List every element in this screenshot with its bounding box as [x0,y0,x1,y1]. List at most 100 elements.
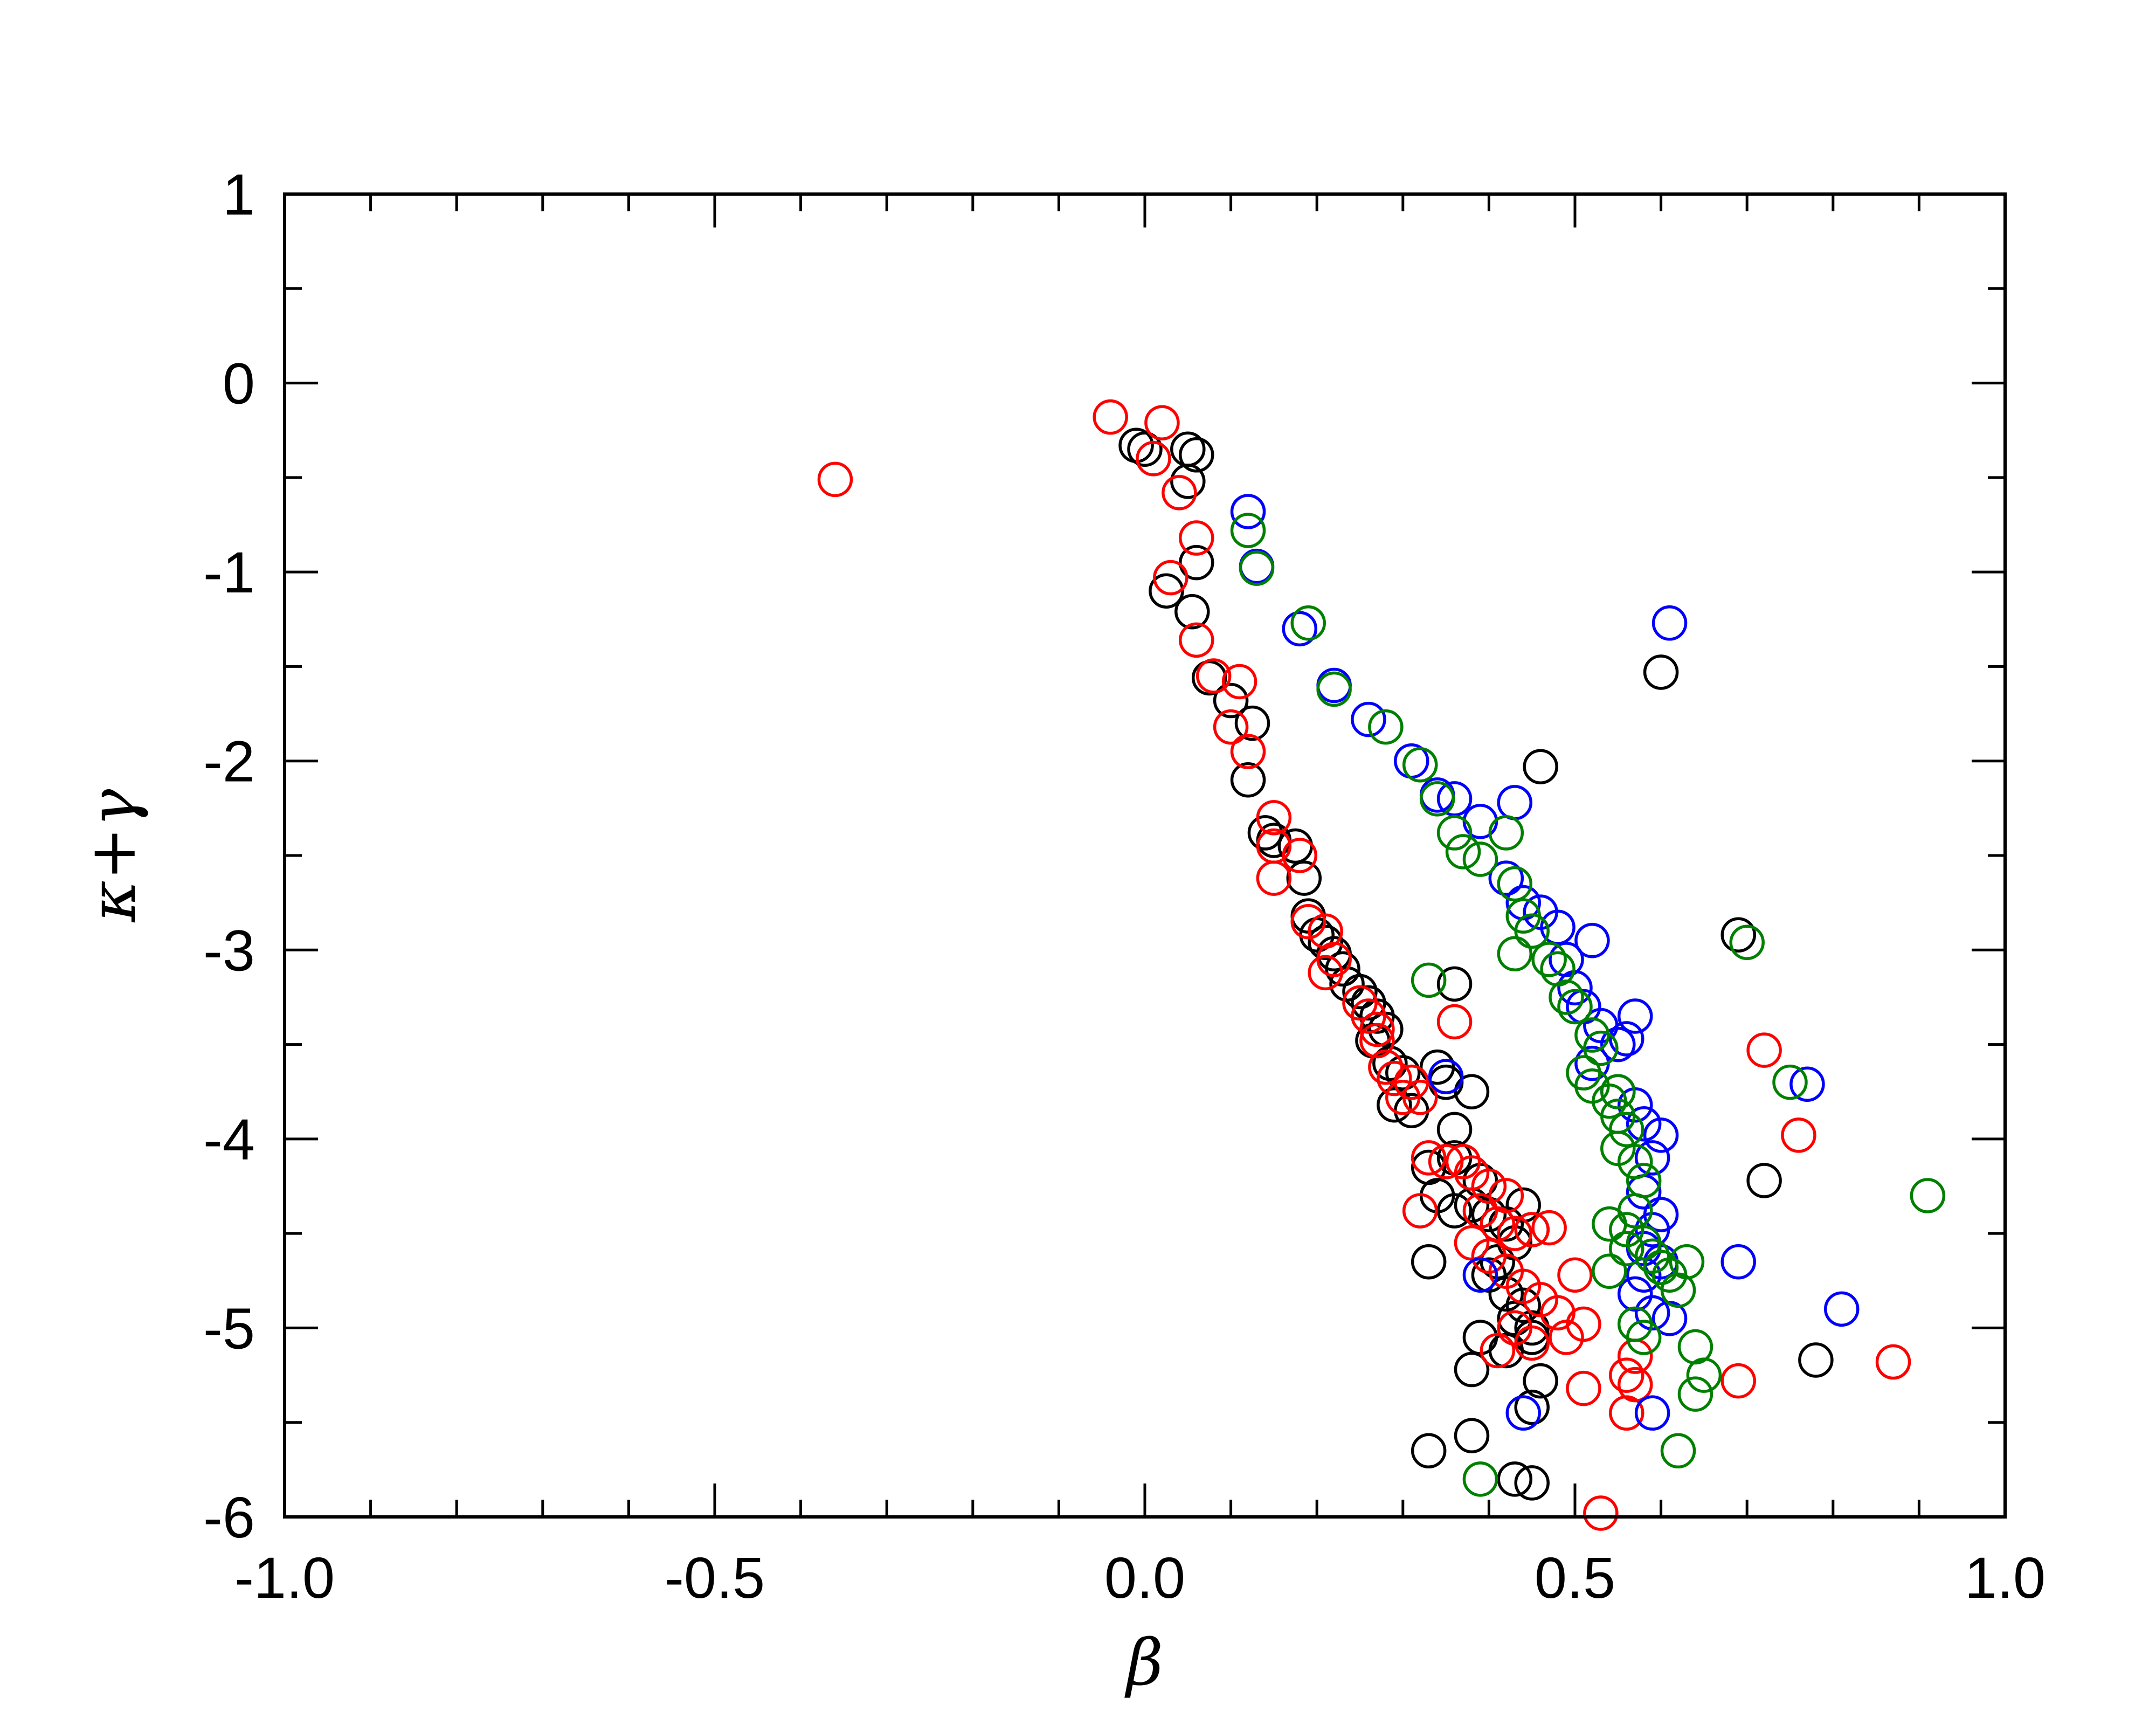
data-point [1359,1011,1395,1047]
data-point [1875,1344,1911,1380]
data-point [1497,785,1533,820]
series-0 [1118,427,1834,1501]
data-point [1609,1112,1644,1148]
data-point [1436,1193,1473,1229]
data-point [1471,1168,1507,1204]
data-point [1230,734,1266,769]
y-tick-label: -5 [203,1295,255,1361]
data-point [1514,1389,1550,1425]
data-point [1480,1333,1516,1369]
data-point [1626,1106,1662,1142]
data-point [1411,1244,1447,1280]
data-point [1480,1206,1516,1242]
data-point [1308,955,1343,991]
data-point [1256,800,1292,836]
data-point [1153,560,1188,596]
data-point [1316,671,1352,707]
data-point [1488,860,1524,896]
x-axis-title: β [1124,1625,1163,1700]
data-point [1377,1060,1412,1096]
data-point [1514,1212,1550,1247]
data-point [1583,1495,1619,1531]
data-point [1669,1244,1705,1280]
data-point [1290,605,1326,641]
plot-frame [283,192,2007,1519]
data-point [1729,924,1765,961]
data-point [1230,494,1266,529]
data-point [1540,909,1575,945]
x-tick-label: 0.5 [1535,1545,1615,1610]
x-tick-label: 0.0 [1104,1545,1185,1610]
data-point [1230,513,1266,548]
y-tick-label: -3 [203,917,255,983]
data-point [1617,998,1653,1034]
data-point [1436,1112,1473,1148]
data-point [1372,1045,1408,1081]
data-point [1505,1395,1541,1431]
data-point [1574,923,1610,958]
data-point [1781,1117,1816,1153]
data-point [1282,611,1318,647]
data-point [1385,1055,1421,1091]
data-point [1609,1357,1644,1393]
data-point [1600,1026,1636,1062]
data-point [1239,550,1275,586]
data-point [1325,951,1360,987]
x-tick-label: -0.5 [665,1545,765,1610]
data-point [1419,781,1455,817]
data-point [1454,1074,1490,1109]
data-point [1531,942,1567,977]
y-tick-label: -2 [203,729,255,794]
x-tick-label: 1.0 [1965,1545,2046,1610]
series-2 [1230,494,1860,1431]
y-tick-label: -6 [203,1485,255,1550]
data-point [1634,1295,1670,1331]
data-point [1411,1140,1447,1176]
data-point [1221,664,1257,700]
data-point [1286,860,1322,896]
data-point [1497,1216,1533,1251]
data-point [1179,544,1214,581]
data-point [1454,1418,1490,1454]
data-point [1514,913,1550,949]
data-point [1411,962,1447,998]
data-point [1436,815,1473,851]
data-point [1359,1023,1395,1059]
data-points [817,399,1946,1531]
data-point [1643,1117,1679,1153]
y-axis-title: κ+γ [75,789,150,923]
data-point [1488,815,1524,851]
data-point [1600,1074,1636,1109]
data-point [1557,970,1593,1006]
data-point [1617,1276,1653,1312]
data-point [1436,1004,1473,1040]
data-point [1368,1049,1404,1085]
data-point [1462,841,1498,877]
data-point [1462,804,1498,839]
data-point [1746,1163,1782,1198]
data-point [1179,437,1214,473]
data-point [1566,1306,1601,1342]
data-point [1402,747,1438,783]
data-point [1436,966,1473,1002]
data-point [1402,1193,1438,1229]
y-tick-label: -4 [203,1107,255,1172]
data-point [1720,1244,1756,1280]
data-point [1677,1376,1713,1412]
data-point [1497,866,1533,902]
data-point [1179,520,1214,556]
data-point [1351,701,1386,737]
data-point [1643,1250,1679,1285]
data-point [1179,622,1214,658]
data-point [1488,1333,1524,1369]
data-point [1230,762,1266,798]
data-point [1308,924,1343,961]
data-point [1583,1030,1619,1066]
data-point [1445,1144,1481,1179]
data-point [1798,1342,1834,1378]
data-point [1609,1021,1644,1057]
data-point [1213,709,1249,745]
x-tick-labels: -1.0 -0.5 0.0 0.5 1.0 [234,1545,2046,1610]
